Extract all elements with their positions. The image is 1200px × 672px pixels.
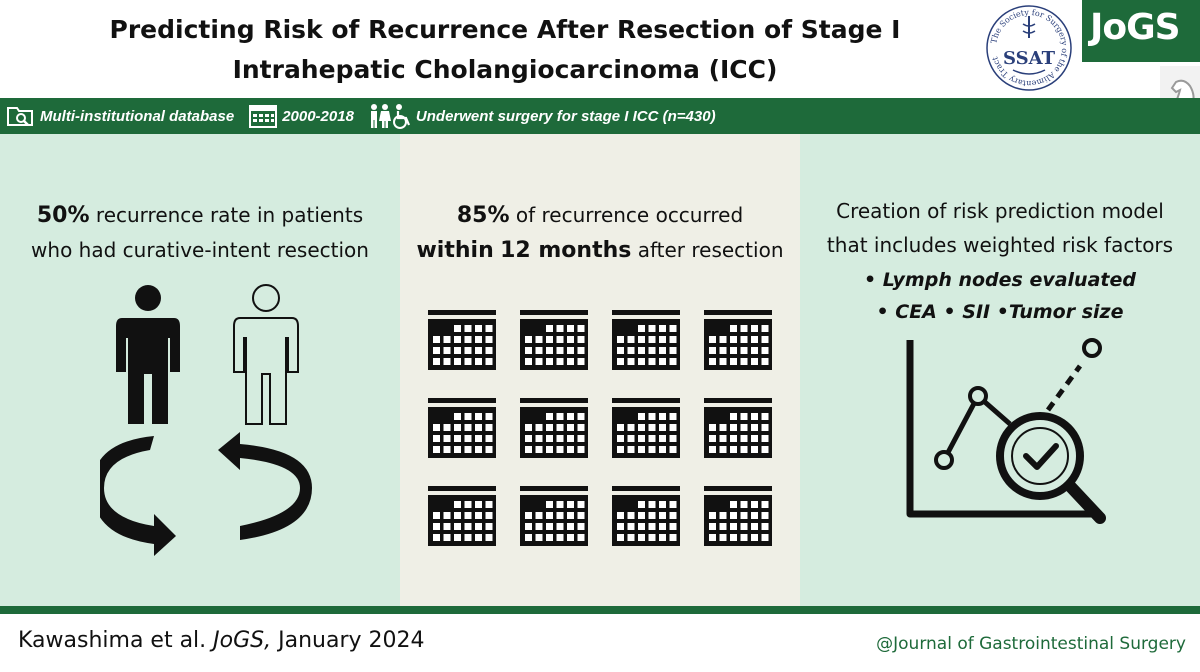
chart-magnifier-check-icon	[906, 338, 1106, 524]
calendar-icon	[428, 486, 496, 546]
calendar-icon	[704, 486, 772, 546]
journal-logo: JoGS	[1082, 0, 1200, 62]
panel-recurrence-timing: 85% of recurrence occurred within 12 mon…	[400, 134, 800, 608]
ssat-seal-logo: The Society for Surgery of the Alimentar…	[986, 5, 1072, 91]
recurrence-timing-value: 85%	[456, 203, 510, 228]
risk-factor-line-2: • CEA • SII •Tumor size	[876, 301, 1124, 323]
footer-divider	[0, 606, 1200, 614]
risk-model-text: Creation of risk prediction model that i…	[826, 199, 1174, 257]
title-line-1: Predicting Risk of Recurrence After Rese…	[109, 15, 901, 44]
info-years: 2000-2018	[282, 107, 354, 125]
social-handle: @Journal of Gastrointestinal Surgery	[876, 634, 1186, 654]
study-info-bar: Multi-institutional database 2000-2018	[0, 98, 1200, 134]
calendar-icon	[612, 398, 680, 458]
calendar-icon	[704, 310, 772, 370]
risk-factor-list: • Lymph nodes evaluated • CEA • SII •Tum…	[800, 264, 1200, 328]
calendar-icon	[248, 102, 278, 130]
calendar-icon	[520, 486, 588, 546]
database-folder-icon	[6, 102, 36, 130]
recurrence-illustration	[100, 284, 312, 556]
recurrence-cycle-icon	[100, 432, 312, 556]
calendar-icon	[428, 398, 496, 458]
page-title: Predicting Risk of Recurrence After Rese…	[40, 10, 970, 90]
info-cohort: Underwent surgery for stage I ICC (n=430…	[415, 107, 716, 125]
panel-recurrence-rate: 50% recurrence rate in patients who had …	[0, 134, 400, 608]
header: Predicting Risk of Recurrence After Rese…	[0, 0, 1200, 126]
calendar-icon	[520, 398, 588, 458]
calendar-icon	[704, 398, 772, 458]
seal-text: SSAT	[1003, 48, 1056, 69]
panel-risk-model: Creation of risk prediction model that i…	[800, 134, 1200, 608]
calendar-grid	[428, 310, 778, 550]
footer: Kawashima et al. JoGS, January 2024 @Jou…	[0, 614, 1200, 672]
info-database: Multi-institutional database	[40, 107, 235, 125]
citation: Kawashima et al. JoGS, January 2024	[18, 628, 425, 653]
title-line-2: Intrahepatic Cholangiocarcinoma (ICC)	[232, 55, 778, 84]
recurrence-months: 12 months	[500, 238, 632, 263]
calendar-icon	[612, 486, 680, 546]
calendar-icon	[428, 310, 496, 370]
calendar-icon	[612, 310, 680, 370]
journal-logo-text: JoGS	[1090, 7, 1181, 48]
recurrence-rate-text: 50% recurrence rate in patients who had …	[31, 203, 369, 262]
patients-icon	[368, 102, 412, 130]
journal-name: JoGS,	[213, 628, 272, 653]
person-outline-icon	[233, 284, 299, 425]
risk-factor-line-1: • Lymph nodes evaluated	[864, 269, 1136, 291]
person-filled-icon	[116, 285, 180, 424]
calendar-icon	[520, 310, 588, 370]
recurrence-timing-text: 85% of recurrence occurred within 12 mon…	[416, 203, 784, 263]
recurrence-rate-value: 50%	[36, 203, 90, 228]
